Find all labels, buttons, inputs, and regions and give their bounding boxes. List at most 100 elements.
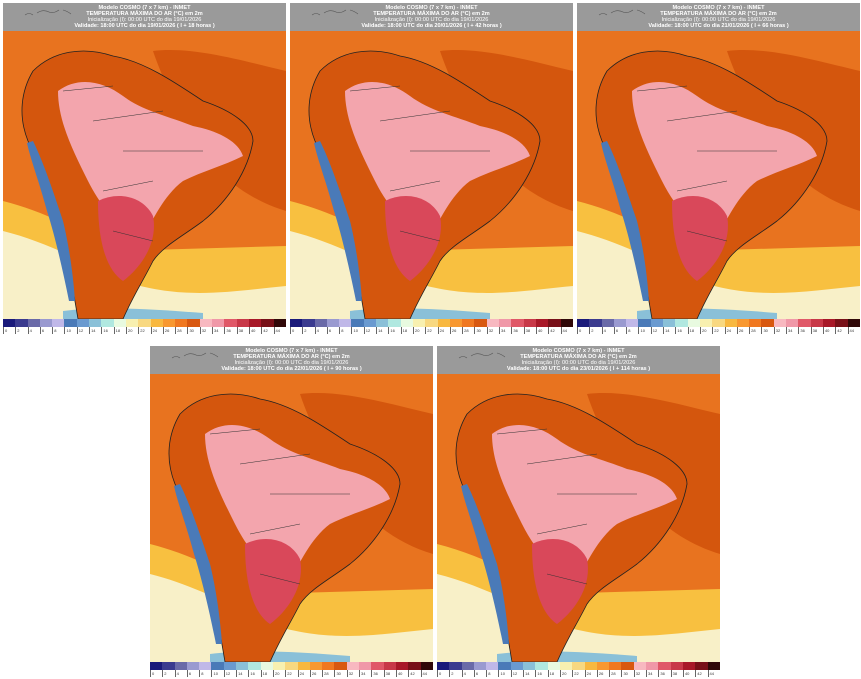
colorbar-swatch <box>272 662 286 670</box>
colorbar-swatch <box>822 319 836 327</box>
colorbar-tick-label: 14 <box>663 327 675 334</box>
colorbar-swatch <box>786 319 799 327</box>
colorbar-swatch <box>52 319 65 327</box>
colorbar-swatch <box>523 662 536 670</box>
colorbar-tick-label: 30 <box>334 670 346 677</box>
colorbar-tick-label: 38 <box>670 670 683 677</box>
colorbar-tick-label: 14 <box>523 670 535 677</box>
colorbar-tick-label: 2 <box>162 670 174 677</box>
colorbar-swatch <box>601 319 614 327</box>
init-time: Inicialização (I): 00:00 UTC do dia 19/0… <box>521 360 636 366</box>
colorbar-tick-label: 22 <box>425 327 437 334</box>
colorbar-tick-label: 18 <box>547 670 560 677</box>
temperature-map <box>577 31 860 319</box>
colorbar-swatch <box>162 319 176 327</box>
colorbar-swatch <box>695 662 708 670</box>
colorbar-tick-label: 22 <box>572 670 584 677</box>
colorbar-swatch <box>412 319 426 327</box>
colorbar-tick-label: 2 <box>302 327 314 334</box>
model-name: Modelo COSMO (7 x 7 km) - INMET <box>532 348 625 354</box>
colorbar-tick-label: 20 <box>412 327 425 334</box>
colorbar-tick-label: 26 <box>596 670 609 677</box>
south-america-map <box>3 31 286 319</box>
colorbar-tick-label: 28 <box>749 327 761 334</box>
colorbar-swatch <box>376 319 389 327</box>
colorbar-tick-label: 36 <box>224 327 236 334</box>
colorbar-tick-label: 14 <box>89 327 101 334</box>
colorbar-swatch <box>199 662 212 670</box>
colorbar-swatch <box>248 662 261 670</box>
init-time: Inicialização (I): 00:00 UTC do dia 19/0… <box>234 360 349 366</box>
colorbar-tick-label: 14 <box>236 670 248 677</box>
forecast-panel-1: Modelo COSMO (7 x 7 km) - INMET TEMPERAT… <box>3 3 286 334</box>
colorbar-swatch <box>535 319 549 327</box>
colorbar-swatch <box>212 319 225 327</box>
colorbar-swatch <box>675 319 688 327</box>
colorbar-swatch <box>363 319 377 327</box>
south-america-map <box>437 374 720 662</box>
south-america-map <box>150 374 433 662</box>
colorbar-swatch <box>498 662 511 670</box>
colorbar-tick-label: 10 <box>64 327 76 334</box>
colorbar-swatch <box>682 662 696 670</box>
init-time: Inicialização (I): 00:00 UTC do dia 19/0… <box>661 17 776 23</box>
panel-header: Modelo COSMO (7 x 7 km) - INMET TEMPERAT… <box>577 3 860 31</box>
colorbar <box>290 319 573 327</box>
caribbean-coast-outline <box>171 352 219 359</box>
colorbar-tick-label: 0 <box>437 670 449 677</box>
colorbar-swatch <box>64 319 77 327</box>
colorbar-tick-label: 8 <box>486 670 498 677</box>
colorbar-swatch <box>646 662 659 670</box>
colorbar-tick-label: 34 <box>646 670 658 677</box>
colorbar-tick-label: 12 <box>223 670 236 677</box>
colorbar-swatch <box>511 319 524 327</box>
variable-title: TEMPERATURA MÁXIMA DO AR (°C) em 2m <box>86 11 203 17</box>
colorbar-tick-label: 16 <box>248 670 260 677</box>
colorbar-tick-label: 0 <box>3 327 15 334</box>
colorbar-tick-label: 20 <box>699 327 712 334</box>
colorbar-swatch <box>383 662 396 670</box>
valid-time: Validade: 18:00 UTC do dia 19/01/2026 ( … <box>74 23 215 29</box>
colorbar-tick-label: 12 <box>510 670 523 677</box>
colorbar-swatch <box>408 662 421 670</box>
colorbar-tick-label: 8 <box>199 670 211 677</box>
colorbar-tick-label: 4 <box>314 327 327 334</box>
colorbar-tick-label: 30 <box>187 327 199 334</box>
colorbar-tick-label: 0 <box>290 327 302 334</box>
colorbar-swatch <box>523 319 536 327</box>
colorbar-tick-label: 40 <box>682 670 695 677</box>
colorbar-swatch <box>572 662 585 670</box>
colorbar-tick-label: 4 <box>174 670 187 677</box>
colorbar-tick-label: 24 <box>584 670 597 677</box>
colorbar-tick-label: 28 <box>462 327 474 334</box>
valid-time: Validade: 18:00 UTC do dia 23/01/2026 ( … <box>506 366 651 372</box>
colorbar-swatch <box>650 319 664 327</box>
colorbar-swatch <box>584 662 597 670</box>
colorbar-tick-label: 20 <box>559 670 572 677</box>
colorbar-swatch <box>474 319 487 327</box>
caribbean-coast-outline <box>598 9 646 16</box>
colorbar-tick-label: 32 <box>773 327 786 334</box>
colorbar-tick-label: 28 <box>322 670 334 677</box>
colorbar-tick-label: 16 <box>101 327 113 334</box>
colorbar-tick-label: 6 <box>473 670 486 677</box>
colorbar-tick-label: 28 <box>609 670 621 677</box>
panel-header: Modelo COSMO (7 x 7 km) - INMET TEMPERAT… <box>290 3 573 31</box>
forecast-panel-3: Modelo COSMO (7 x 7 km) - INMET TEMPERAT… <box>577 3 860 334</box>
colorbar-swatch <box>621 662 634 670</box>
colorbar-tick-label: 38 <box>383 670 396 677</box>
colorbar-swatch <box>76 319 90 327</box>
colorbar-tick-label: 32 <box>199 327 212 334</box>
valid-time: Validade: 18:00 UTC do dia 20/01/2026 ( … <box>361 23 502 29</box>
model-name: Modelo COSMO (7 x 7 km) - INMET <box>98 5 191 11</box>
colorbar-tick-label: 24 <box>724 327 737 334</box>
colorbar-swatch <box>449 319 463 327</box>
colorbar-tick-label: 8 <box>626 327 638 334</box>
colorbar-swatch <box>548 319 561 327</box>
colorbar-tick-label: 10 <box>498 670 510 677</box>
colorbar-swatch <box>613 319 627 327</box>
colorbar-tick-label: 36 <box>371 670 383 677</box>
colorbar-tick-label: 30 <box>474 327 486 334</box>
colorbar-tick-label: 42 <box>408 670 420 677</box>
colorbar-tick-label: 38 <box>810 327 823 334</box>
